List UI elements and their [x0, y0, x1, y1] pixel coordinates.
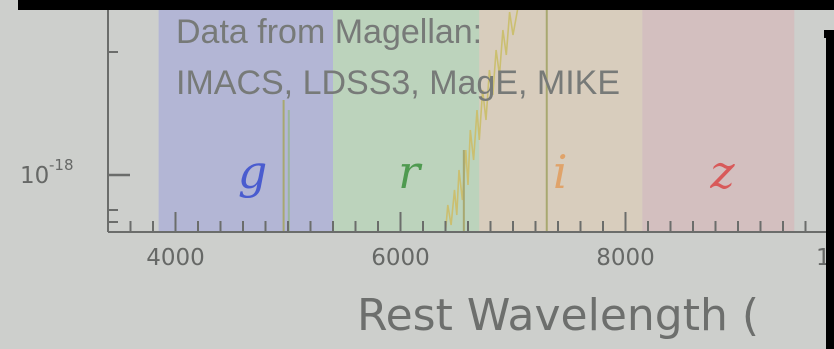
- band-label-g: g: [238, 145, 267, 199]
- band-label-r: r: [398, 145, 423, 199]
- spectrum-trace: [444, 9, 519, 233]
- x-tick-label: 8000: [596, 245, 655, 271]
- frame-corner: [824, 30, 834, 38]
- axes: [107, 10, 834, 233]
- x-axis-label: Rest Wavelength (: [357, 290, 759, 341]
- x-tick-label: 6000: [371, 245, 430, 271]
- band-z: [642, 10, 795, 232]
- frame-top: [18, 0, 834, 10]
- band-label-z: z: [709, 145, 735, 199]
- spectrum-line: [282, 9, 548, 233]
- filter-bands: [158, 10, 795, 232]
- frame-right-panel: [826, 36, 834, 349]
- band-label-i: i: [553, 145, 568, 199]
- annotation-line-2: IMACS, LDSS3, MagE, MIKE: [176, 64, 621, 102]
- annotation-line-1: Data from Magellan:: [176, 13, 483, 51]
- y-tick-exponent: -18: [49, 156, 74, 174]
- y-tick-label: 10: [20, 163, 49, 189]
- band-g: [158, 10, 333, 232]
- x-tick-label: 4000: [146, 245, 205, 271]
